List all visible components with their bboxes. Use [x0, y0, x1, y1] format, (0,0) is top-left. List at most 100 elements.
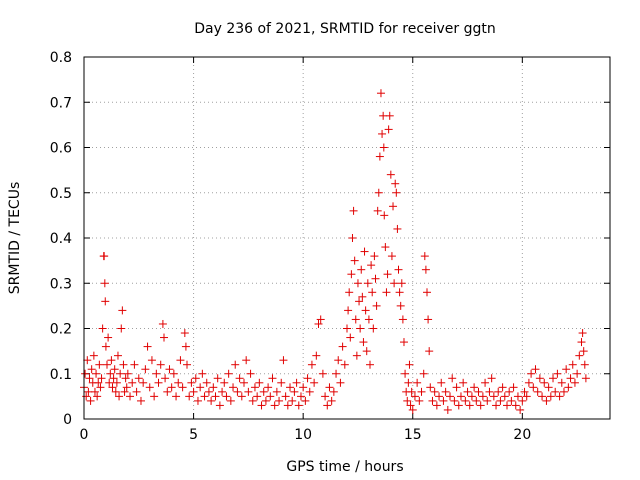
data-point: [421, 265, 430, 274]
data-point: [546, 392, 555, 401]
data-point: [581, 374, 590, 383]
data-point: [408, 405, 417, 414]
data-point: [211, 392, 220, 401]
data-point: [559, 387, 568, 396]
data-point: [441, 387, 450, 396]
data-point: [224, 369, 233, 378]
data-point: [86, 396, 95, 405]
data-point: [476, 401, 485, 410]
data-point: [87, 365, 96, 374]
data-point: [85, 374, 94, 383]
data-point: [112, 378, 121, 387]
data-point: [128, 378, 137, 387]
data-point: [229, 383, 238, 392]
data-points: [80, 89, 590, 414]
data-point: [303, 374, 312, 383]
data-point: [272, 387, 281, 396]
data-point: [343, 324, 351, 333]
data-point: [113, 351, 122, 360]
data-point: [522, 392, 531, 401]
data-point: [141, 365, 150, 374]
data-point: [538, 392, 547, 401]
data-point: [353, 279, 362, 288]
data-point: [231, 360, 240, 369]
data-point: [376, 89, 385, 98]
y-tick-label: 0.6: [50, 141, 72, 157]
y-tick-label: 0.2: [50, 322, 72, 338]
data-point: [461, 396, 470, 405]
data-point: [180, 329, 189, 338]
data-point: [382, 288, 391, 297]
data-point: [279, 356, 288, 365]
data-point: [359, 338, 368, 347]
data-point: [264, 383, 273, 392]
data-point: [108, 383, 117, 392]
data-point: [360, 247, 369, 256]
x-tick-label: 15: [404, 427, 422, 443]
y-tick-label: 0.4: [50, 231, 72, 247]
data-point: [374, 188, 383, 197]
data-point: [147, 356, 156, 365]
data-point: [417, 387, 426, 396]
y-tick-label: 0.8: [50, 50, 72, 66]
data-point: [373, 206, 382, 215]
data-point: [122, 383, 131, 392]
data-point: [384, 125, 393, 134]
data-point: [95, 360, 104, 369]
y-tick-label: 0.3: [50, 276, 72, 292]
data-point: [566, 374, 575, 383]
data-point: [163, 387, 172, 396]
data-point: [511, 401, 520, 410]
data-point: [132, 387, 141, 396]
data-point: [200, 392, 209, 401]
data-point: [178, 383, 187, 392]
data-point: [419, 369, 428, 378]
data-point: [437, 378, 446, 387]
data-point: [364, 315, 373, 324]
data-point: [204, 387, 213, 396]
data-point: [420, 252, 429, 261]
data-point: [97, 374, 106, 383]
data-point: [156, 360, 165, 369]
data-point: [568, 360, 577, 369]
data-point: [448, 374, 457, 383]
data-point: [292, 378, 301, 387]
y-tick-label: 0.5: [50, 186, 72, 202]
data-point: [119, 360, 128, 369]
y-axis-label: SRMTID / TECUs: [7, 182, 23, 295]
x-tick-label: 20: [513, 427, 531, 443]
data-point: [277, 378, 286, 387]
data-point: [118, 306, 127, 315]
data-point: [93, 392, 102, 401]
data-point: [348, 234, 357, 242]
data-point: [404, 378, 413, 387]
data-point: [459, 378, 468, 387]
data-point: [237, 392, 246, 401]
data-point: [136, 396, 145, 405]
data-point: [366, 360, 375, 369]
data-point: [235, 374, 244, 383]
x-tick-label: 0: [80, 427, 89, 443]
data-point: [253, 392, 262, 401]
data-point: [336, 378, 345, 387]
data-point: [207, 396, 216, 405]
data-point: [172, 392, 181, 401]
y-tick-label: 0.1: [50, 367, 72, 383]
data-point: [485, 387, 494, 396]
data-point: [579, 347, 588, 356]
data-point: [395, 288, 404, 297]
data-point: [325, 383, 334, 392]
data-point: [255, 378, 264, 387]
data-point: [345, 288, 354, 297]
data-point: [165, 365, 174, 374]
data-point: [394, 265, 403, 274]
data-point: [294, 401, 303, 410]
data-point: [352, 351, 361, 360]
data-point: [92, 369, 101, 378]
data-point: [454, 401, 463, 410]
x-tick-label: 5: [189, 427, 198, 443]
data-point: [494, 387, 503, 396]
data-point: [346, 333, 355, 342]
data-point: [159, 333, 168, 342]
